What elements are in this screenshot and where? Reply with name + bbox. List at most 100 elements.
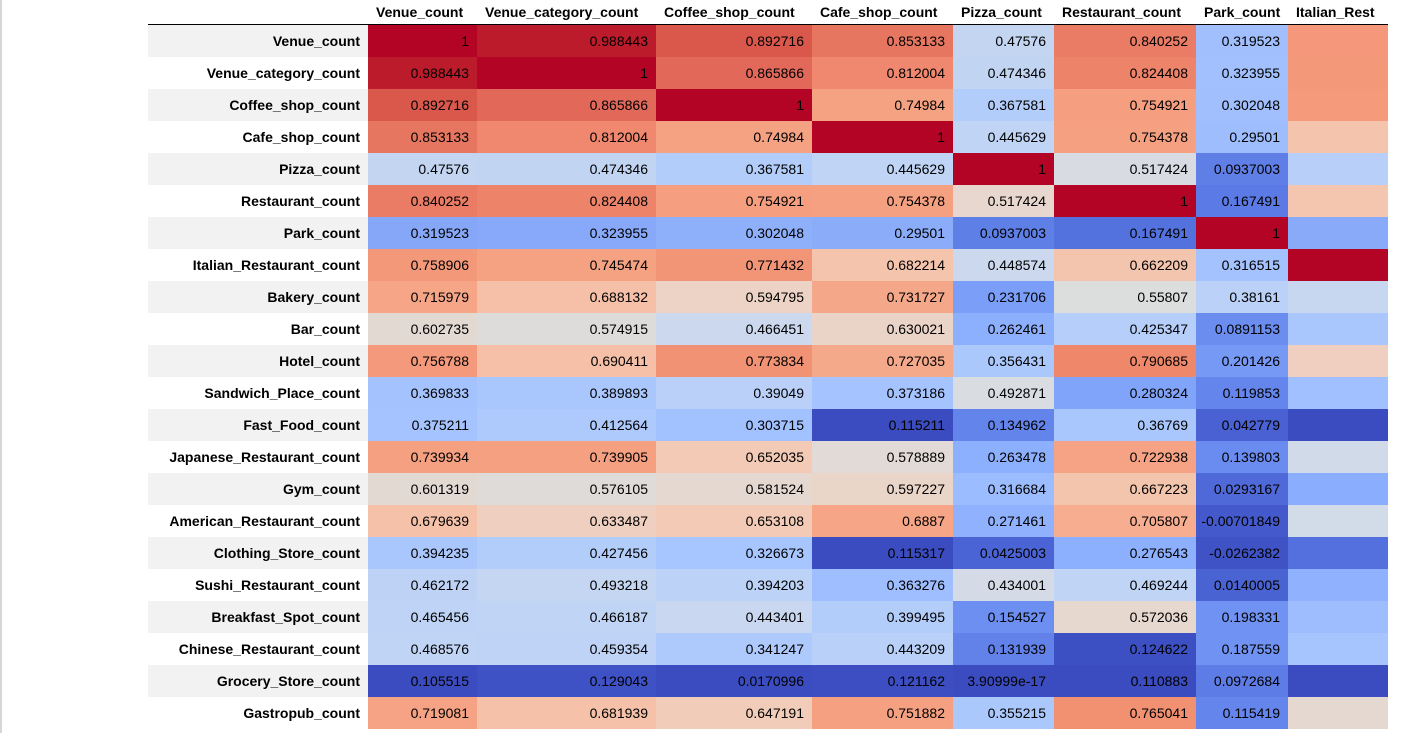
table-row: Italian_Restaurant_count 0.758906 0.745474… xyxy=(148,249,1388,281)
table-row: Venue_count 1 0.988443 0.892716 0.853133 0.47… xyxy=(148,24,1388,57)
correlation-cell: 0.756788 xyxy=(368,345,477,377)
correlation-cell xyxy=(1288,185,1388,217)
correlation-cell: 0.231706 xyxy=(953,281,1054,313)
column-header[interactable]: Venue_category_count xyxy=(477,0,656,25)
correlation-cell: 0.633487 xyxy=(477,505,656,537)
correlation-cell: 0.319523 xyxy=(1196,24,1288,57)
row-header: Gastropub_count xyxy=(148,697,368,729)
correlation-cell: 0.39049 xyxy=(656,377,812,409)
correlation-table: Venue_count Venue_category_count Coffee_… xyxy=(148,0,1388,729)
correlation-cell: 0.988443 xyxy=(477,24,656,57)
correlation-cell: 0.134962 xyxy=(953,409,1054,441)
correlation-cell: 0.394235 xyxy=(368,537,477,569)
column-header[interactable]: Pizza_count xyxy=(953,0,1054,25)
correlation-cell: 0.6887 xyxy=(812,505,953,537)
correlation-cell: 0.688132 xyxy=(477,281,656,313)
correlation-cell: 0.124622 xyxy=(1054,633,1196,665)
row-header: Venue_count xyxy=(148,24,368,57)
correlation-cell: 0.824408 xyxy=(1054,57,1196,89)
correlation-cell: 0.474346 xyxy=(477,153,656,185)
correlation-cell: 0.389893 xyxy=(477,377,656,409)
row-header: American_Restaurant_count xyxy=(148,505,368,537)
row-header: Park_count xyxy=(148,217,368,249)
correlation-cell: 0.731727 xyxy=(812,281,953,313)
correlation-cell: 0.36769 xyxy=(1054,409,1196,441)
correlation-cell: 0.667223 xyxy=(1054,473,1196,505)
row-header: Bar_count xyxy=(148,313,368,345)
correlation-cell: 0.115211 xyxy=(812,409,953,441)
correlation-table-viewport[interactable]: Venue_count Venue_category_count Coffee_… xyxy=(148,0,1388,733)
correlation-cell: 0.0170996 xyxy=(656,665,812,697)
correlation-cell: 0.119853 xyxy=(1196,377,1288,409)
row-header: Fast_Food_count xyxy=(148,409,368,441)
row-header: Bakery_count xyxy=(148,281,368,313)
column-header[interactable]: Venue_count xyxy=(368,0,477,25)
correlation-cell: 0.652035 xyxy=(656,441,812,473)
correlation-cell: 0.262461 xyxy=(953,313,1054,345)
correlation-cell: 0.263478 xyxy=(953,441,1054,473)
correlation-cell: 0.597227 xyxy=(812,473,953,505)
row-header: Restaurant_count xyxy=(148,185,368,217)
table-row: American_Restaurant_count 0.679639 0.63348… xyxy=(148,505,1388,537)
correlation-cell: 0.751882 xyxy=(812,697,953,729)
correlation-cell: 1 xyxy=(368,24,477,57)
correlation-cell: 0.139803 xyxy=(1196,441,1288,473)
correlation-cell: 0.719081 xyxy=(368,697,477,729)
correlation-cell: 0.474346 xyxy=(953,57,1054,89)
column-header[interactable]: Cafe_shop_count xyxy=(812,0,953,25)
correlation-cell: 0.517424 xyxy=(1054,153,1196,185)
correlation-cell: 0.74984 xyxy=(656,121,812,153)
column-header[interactable]: Coffee_shop_count xyxy=(656,0,812,25)
correlation-cell: 0.355215 xyxy=(953,697,1054,729)
window-left-edge xyxy=(0,0,2,733)
correlation-cell: 0.853133 xyxy=(812,24,953,57)
correlation-cell: 0.722938 xyxy=(1054,441,1196,473)
correlation-cell: 0.602735 xyxy=(368,313,477,345)
correlation-cell xyxy=(1288,601,1388,633)
correlation-cell: 0.29501 xyxy=(812,217,953,249)
correlation-cell: 0.758906 xyxy=(368,249,477,281)
correlation-cell: 0.988443 xyxy=(368,57,477,89)
correlation-cell: 0.681939 xyxy=(477,697,656,729)
correlation-cell: -0.00701849 xyxy=(1196,505,1288,537)
correlation-cell: 0.326673 xyxy=(656,537,812,569)
correlation-cell xyxy=(1288,89,1388,121)
correlation-cell: 0.892716 xyxy=(656,24,812,57)
correlation-cell: 0.375211 xyxy=(368,409,477,441)
correlation-cell: 0.394203 xyxy=(656,569,812,601)
row-header: Gym_count xyxy=(148,473,368,505)
correlation-cell: 0.115317 xyxy=(812,537,953,569)
correlation-cell: 0.679639 xyxy=(368,505,477,537)
correlation-cell: 0.0972684 xyxy=(1196,665,1288,697)
correlation-cell: 0.892716 xyxy=(368,89,477,121)
correlation-cell: 0.824408 xyxy=(477,185,656,217)
correlation-cell: 0.280324 xyxy=(1054,377,1196,409)
correlation-cell: 0.647191 xyxy=(656,697,812,729)
table-row: Bakery_count 0.715979 0.688132 0.594795 0.73… xyxy=(148,281,1388,313)
correlation-cell: 1 xyxy=(812,121,953,153)
correlation-cell: 0.373186 xyxy=(812,377,953,409)
table-row: Cafe_shop_count 0.853133 0.812004 0.74984 1 0… xyxy=(148,121,1388,153)
correlation-cell: 1 xyxy=(1196,217,1288,249)
correlation-cell: 0.445629 xyxy=(812,153,953,185)
row-header: Pizza_count xyxy=(148,153,368,185)
correlation-cell: 0.0937003 xyxy=(953,217,1054,249)
row-header: Venue_category_count xyxy=(148,57,368,89)
correlation-cell: 0.29501 xyxy=(1196,121,1288,153)
column-header[interactable]: Park_count xyxy=(1196,0,1288,25)
column-header[interactable]: Italian_Rest xyxy=(1288,0,1388,25)
correlation-cell: 0.187559 xyxy=(1196,633,1288,665)
row-header: Breakfast_Spot_count xyxy=(148,601,368,633)
correlation-cell: 0.131939 xyxy=(953,633,1054,665)
correlation-cell: 0.167491 xyxy=(1054,217,1196,249)
correlation-cell: 1 xyxy=(656,89,812,121)
row-header: Cafe_shop_count xyxy=(148,121,368,153)
column-header[interactable]: Restaurant_count xyxy=(1054,0,1196,25)
correlation-cell: 0.448574 xyxy=(953,249,1054,281)
correlation-cell xyxy=(1288,409,1388,441)
correlation-cell: 0.465456 xyxy=(368,601,477,633)
correlation-cell: 0.399495 xyxy=(812,601,953,633)
table-row: Sandwich_Place_count 0.369833 0.389893 0.39… xyxy=(148,377,1388,409)
correlation-cell: 0.705807 xyxy=(1054,505,1196,537)
correlation-cell: 0.412564 xyxy=(477,409,656,441)
